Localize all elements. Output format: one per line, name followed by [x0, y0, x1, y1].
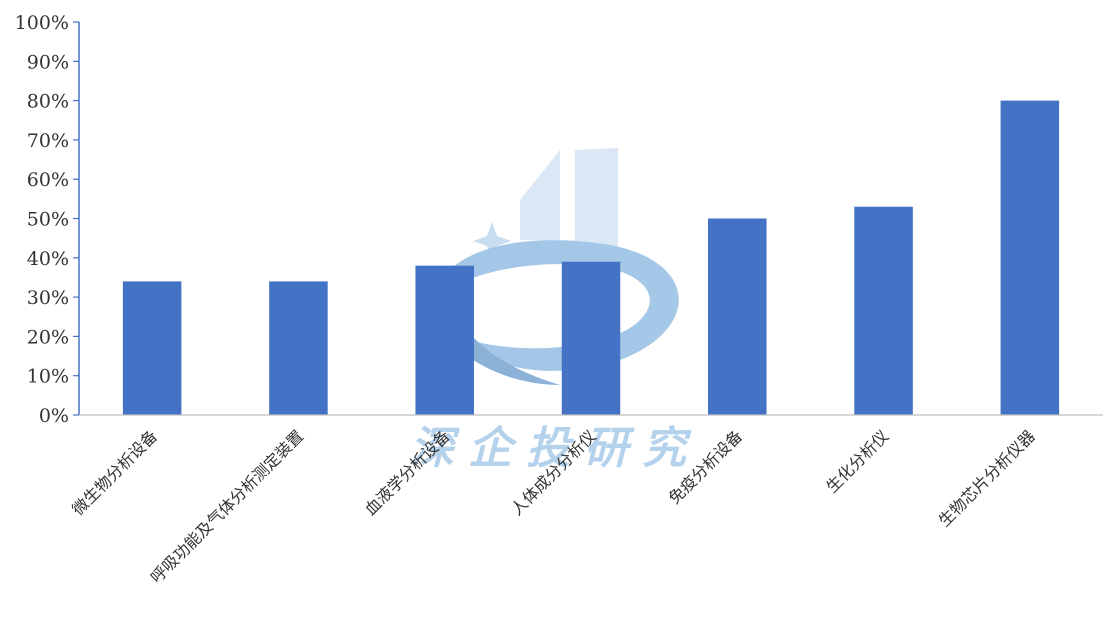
bar — [708, 218, 767, 415]
y-axis: 0% 10% 20% 30% 40% 50% 60% 70% 80% 90% 100% — [15, 12, 80, 427]
watermark-building-left — [520, 150, 560, 240]
x-tick-label: 呼吸功能及气体分析测定装置 — [147, 426, 308, 587]
y-tick-label: 40% — [27, 248, 69, 270]
bar — [854, 206, 913, 415]
y-tick-label: 60% — [27, 169, 69, 191]
y-tick-label: 30% — [27, 287, 69, 309]
watermark-text: 深企投研究 — [410, 423, 700, 474]
y-tick-label: 10% — [27, 366, 69, 388]
y-tick-label: 100% — [15, 12, 69, 34]
bar — [122, 281, 182, 415]
y-tick-label: 80% — [27, 91, 69, 113]
x-tick-label: 生化分析仪 — [822, 426, 892, 496]
y-tick-label: 50% — [27, 209, 69, 231]
y-tick-label: 90% — [27, 51, 69, 73]
y-tick-label: 20% — [27, 326, 69, 348]
sparkle-icon — [473, 222, 511, 260]
bar — [269, 281, 328, 415]
x-tick-label: 微生物分析设备 — [68, 426, 161, 519]
x-tick-label: 生物芯片分析仪器 — [935, 426, 1039, 530]
bar — [1000, 100, 1060, 415]
bar — [415, 265, 474, 415]
bar — [561, 261, 621, 415]
y-tick-label: 70% — [27, 130, 69, 152]
y-tick-label: 0% — [39, 405, 69, 427]
bars — [122, 100, 1060, 415]
